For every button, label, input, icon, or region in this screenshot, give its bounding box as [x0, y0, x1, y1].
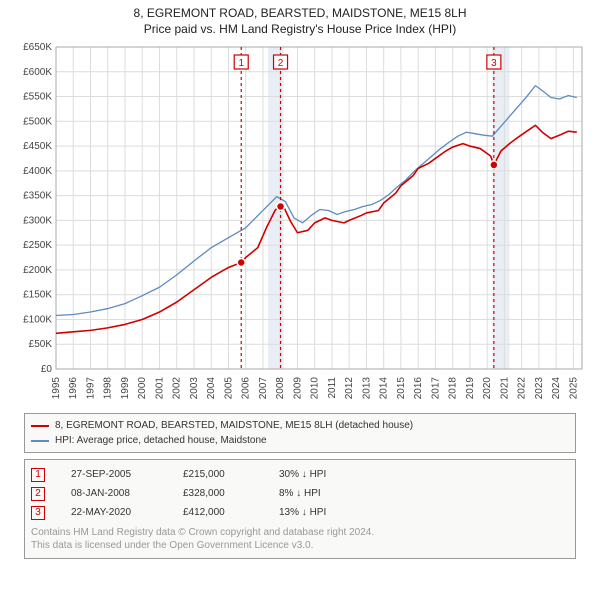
events-box: 1 27-SEP-2005 £215,000 30% ↓ HPI 2 08-JAN-200…	[24, 459, 576, 559]
legend-label: 8, EGREMONT ROAD, BEARSTED, MAIDSTONE, M…	[55, 418, 413, 433]
event-price: £215,000	[183, 465, 253, 484]
event-row: 1 27-SEP-2005 £215,000 30% ↓ HPI	[31, 465, 569, 484]
svg-text:2006: 2006	[241, 377, 252, 400]
event-marker-icon: 3	[31, 506, 45, 520]
svg-text:2002: 2002	[172, 377, 183, 400]
svg-text:£150K: £150K	[23, 290, 52, 301]
svg-text:2013: 2013	[361, 377, 372, 400]
svg-text:2015: 2015	[396, 377, 407, 400]
event-date: 08-JAN-2008	[71, 484, 157, 503]
svg-text:£0: £0	[41, 364, 53, 375]
svg-text:2021: 2021	[499, 377, 510, 400]
svg-text:£650K: £650K	[23, 42, 52, 53]
svg-text:1: 1	[238, 58, 244, 69]
event-date: 22-MAY-2020	[71, 503, 157, 522]
svg-text:2020: 2020	[482, 377, 493, 400]
svg-text:2016: 2016	[413, 377, 424, 400]
svg-text:2003: 2003	[189, 377, 200, 400]
svg-text:£400K: £400K	[23, 166, 52, 177]
svg-text:3: 3	[491, 58, 497, 69]
title-line-1: 8, EGREMONT ROAD, BEARSTED, MAIDSTONE, M…	[0, 6, 600, 22]
svg-text:2: 2	[278, 58, 284, 69]
event-diff: 30% ↓ HPI	[279, 465, 369, 484]
svg-text:2025: 2025	[568, 377, 579, 400]
legend-swatch-blue	[31, 440, 49, 442]
svg-text:2007: 2007	[258, 377, 269, 400]
svg-text:2012: 2012	[344, 377, 355, 400]
legend-swatch-red	[31, 425, 49, 427]
footer-line: Contains HM Land Registry data © Crown c…	[31, 526, 569, 539]
footer-text: Contains HM Land Registry data © Crown c…	[31, 522, 569, 552]
svg-text:1996: 1996	[68, 377, 79, 400]
svg-text:2009: 2009	[292, 377, 303, 400]
svg-text:2008: 2008	[275, 377, 286, 400]
svg-text:2018: 2018	[448, 377, 459, 400]
svg-text:2024: 2024	[551, 377, 562, 400]
event-diff: 8% ↓ HPI	[279, 484, 369, 503]
event-row: 3 22-MAY-2020 £412,000 13% ↓ HPI	[31, 503, 569, 522]
chart-svg: £0 £50K £100K £150K £200K £250K £300K £350K £400…	[10, 39, 590, 407]
svg-text:2019: 2019	[465, 377, 476, 400]
svg-text:2004: 2004	[206, 377, 217, 400]
svg-text:2023: 2023	[534, 377, 545, 400]
title-line-2: Price paid vs. HM Land Registry's House …	[0, 22, 600, 38]
svg-text:1998: 1998	[103, 377, 114, 400]
event-row: 2 08-JAN-2008 £328,000 8% ↓ HPI	[31, 484, 569, 503]
svg-text:£450K: £450K	[23, 141, 52, 152]
legend-label: HPI: Average price, detached house, Maid…	[55, 433, 267, 448]
svg-text:£600K: £600K	[23, 67, 52, 78]
svg-text:2017: 2017	[430, 377, 441, 400]
svg-text:1995: 1995	[51, 377, 62, 400]
svg-text:2010: 2010	[310, 377, 321, 400]
svg-text:2022: 2022	[517, 377, 528, 400]
svg-text:2011: 2011	[327, 377, 338, 399]
svg-text:2000: 2000	[137, 377, 148, 400]
svg-text:£300K: £300K	[23, 216, 52, 227]
event-marker-icon: 1	[31, 468, 45, 482]
event-date: 27-SEP-2005	[71, 465, 157, 484]
svg-text:£550K: £550K	[23, 92, 52, 103]
svg-text:£50K: £50K	[29, 339, 53, 350]
chart-area: £0 £50K £100K £150K £200K £250K £300K £350K £400…	[10, 39, 590, 407]
svg-text:2001: 2001	[154, 377, 165, 400]
svg-text:£200K: £200K	[23, 265, 52, 276]
svg-text:£250K: £250K	[23, 240, 52, 251]
legend-box: 8, EGREMONT ROAD, BEARSTED, MAIDSTONE, M…	[24, 413, 576, 453]
svg-text:1997: 1997	[85, 377, 96, 400]
legend-row: 8, EGREMONT ROAD, BEARSTED, MAIDSTONE, M…	[31, 418, 569, 433]
svg-text:£350K: £350K	[23, 191, 52, 202]
footer-line: This data is licensed under the Open Gov…	[31, 539, 569, 552]
event-price: £412,000	[183, 503, 253, 522]
svg-text:1999: 1999	[120, 377, 131, 400]
legend-row: HPI: Average price, detached house, Maid…	[31, 433, 569, 448]
svg-text:£100K: £100K	[23, 315, 52, 326]
event-marker-icon: 2	[31, 487, 45, 501]
event-diff: 13% ↓ HPI	[279, 503, 369, 522]
chart-titles: 8, EGREMONT ROAD, BEARSTED, MAIDSTONE, M…	[0, 0, 600, 39]
svg-text:2014: 2014	[379, 377, 390, 400]
svg-text:£500K: £500K	[23, 116, 52, 127]
svg-text:2005: 2005	[223, 377, 234, 400]
event-price: £328,000	[183, 484, 253, 503]
